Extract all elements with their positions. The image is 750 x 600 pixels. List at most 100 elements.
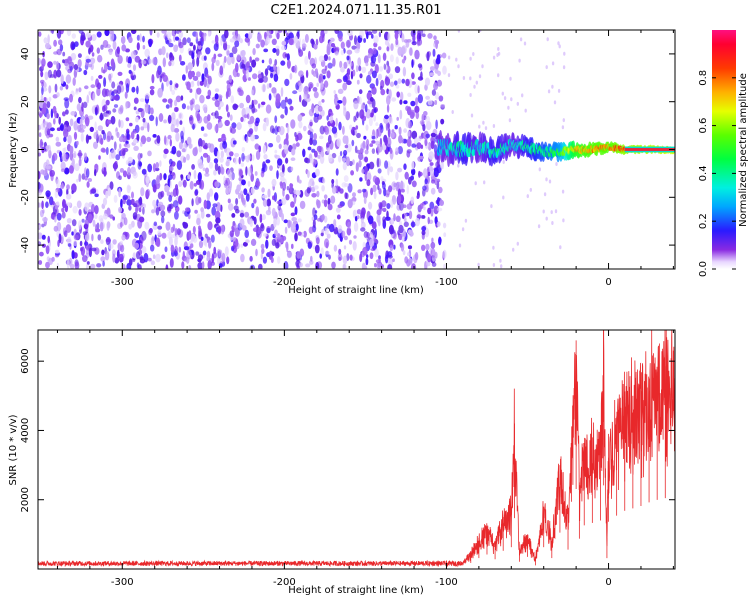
noise-cell (281, 235, 287, 241)
colorbar-gradient (712, 30, 736, 269)
noise-cell (437, 70, 441, 76)
noise-cell (141, 246, 147, 254)
noise-cell (128, 36, 133, 44)
noise-cell (161, 232, 167, 239)
noise-cell (279, 125, 285, 136)
noise-cell (426, 261, 431, 267)
noise-cell (81, 102, 84, 112)
noise-cell (122, 263, 126, 269)
x-tick-label: -200 (273, 277, 296, 288)
noise-cell (362, 246, 368, 256)
noise-cell (323, 194, 328, 199)
noise-cell (331, 179, 335, 184)
noise-cell (205, 47, 211, 55)
noise-cell (193, 44, 196, 51)
noise-speckle (559, 245, 562, 250)
noise-cell (206, 95, 211, 100)
noise-speckle (484, 126, 488, 131)
spectrogram-heatmap (38, 30, 675, 269)
noise-cell (132, 139, 138, 144)
noise-cell (260, 171, 265, 178)
noise-cell (311, 148, 316, 153)
noise-cell (178, 195, 183, 205)
noise-cell (74, 261, 80, 269)
noise-cell (113, 141, 117, 151)
noise-cell (127, 156, 133, 164)
noise-cell (361, 168, 365, 174)
noise-cell (66, 258, 70, 269)
noise-cell (197, 41, 202, 46)
noise-cell (295, 190, 301, 196)
noise-cell (285, 241, 289, 249)
noise-cell (382, 216, 386, 223)
noise-cell (55, 61, 60, 70)
noise-cell (99, 112, 104, 121)
noise-cell (245, 166, 248, 176)
noise-cell (171, 112, 176, 121)
noise-cell (333, 244, 338, 252)
noise-cell (205, 213, 211, 218)
noise-cell (330, 195, 336, 204)
noise-cell (261, 83, 267, 93)
noise-cell (40, 94, 44, 101)
noise-cell (333, 96, 339, 106)
noise-cell (173, 106, 179, 113)
noise-cell (372, 175, 378, 183)
noise-cell (250, 173, 254, 182)
noise-cell (102, 260, 105, 267)
noise-cell (336, 138, 342, 148)
noise-cell (251, 59, 257, 68)
noise-cell (103, 213, 108, 220)
noise-cell (86, 261, 90, 265)
noise-cell (395, 171, 399, 181)
noise-cell (142, 207, 145, 215)
noise-cell (321, 151, 325, 158)
noise-cell (407, 252, 410, 256)
noise-cell (404, 256, 409, 264)
noise-cell (386, 104, 390, 113)
noise-cell (131, 86, 136, 93)
noise-cell (297, 114, 303, 122)
noise-cell (94, 121, 97, 131)
noise-cell (42, 209, 45, 214)
noise-cell (352, 129, 356, 136)
noise-speckle (503, 96, 507, 101)
noise-cell (346, 49, 353, 55)
noise-cell (274, 115, 278, 124)
noise-cell (331, 261, 336, 269)
noise-cell (69, 263, 75, 269)
noise-cell (262, 198, 268, 207)
noise-cell (395, 147, 399, 156)
noise-cell (411, 180, 417, 188)
noise-cell (220, 37, 223, 46)
noise-speckle (447, 73, 451, 78)
noise-cell (171, 89, 176, 96)
noise-cell (244, 33, 249, 38)
noise-cell (95, 228, 101, 233)
noise-cell (268, 205, 271, 213)
noise-cell (170, 123, 175, 133)
noise-cell (389, 132, 395, 139)
noise-cell (442, 249, 447, 259)
noise-speckle (457, 163, 460, 168)
noise-cell (343, 175, 349, 183)
noise-cell (101, 88, 108, 98)
noise-cell (247, 38, 251, 47)
noise-cell (197, 51, 203, 56)
noise-cell (185, 65, 189, 74)
noise-cell (63, 230, 68, 238)
noise-cell (304, 33, 309, 43)
noise-cell (321, 99, 325, 103)
noise-cell (47, 144, 52, 155)
noise-cell (372, 47, 377, 55)
noise-cell (254, 171, 258, 176)
noise-cell (182, 179, 187, 188)
noise-cell (200, 209, 205, 219)
noise-cell (149, 89, 155, 96)
noise-cell (396, 116, 400, 121)
noise-cell (72, 77, 76, 86)
noise-cell (221, 133, 226, 139)
noise-cell (83, 152, 88, 161)
noise-cell (74, 90, 79, 95)
noise-cell (97, 82, 101, 90)
